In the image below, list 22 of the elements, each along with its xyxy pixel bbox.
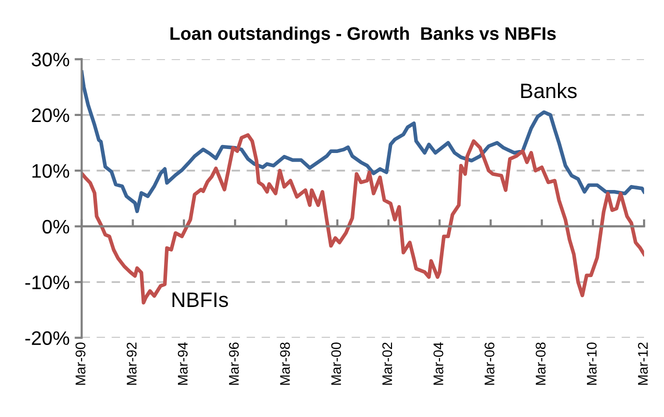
series-label: NBFIs	[172, 292, 228, 308]
x-tick-label: Mar-12	[638, 342, 648, 385]
x-tick-label: Mar-06	[484, 342, 494, 385]
y-tick-label: 10%	[32, 164, 70, 178]
x-tick-label: Mar-96	[228, 342, 239, 385]
y-tick-label: 0%	[42, 220, 70, 234]
x-tick-label: Mar-02	[382, 342, 392, 385]
x-tick-label: Mar-10	[586, 342, 597, 385]
x-tick-label: Mar-00	[331, 342, 342, 385]
x-tick-label: Mar-08	[536, 342, 546, 385]
y-tick-label: -10%	[25, 276, 70, 290]
x-tick-label: Mar-98	[280, 342, 290, 385]
line-series	[82, 70, 644, 214]
x-tick-label: Mar-90	[76, 342, 86, 385]
series-label: Banks	[521, 82, 577, 98]
chart-title: Loan outstandings - Growth Banks vs NBFIs	[170, 26, 556, 44]
y-tick-label: 30%	[32, 52, 70, 66]
x-tick-label: Mar-04	[433, 342, 444, 385]
y-tick-label: 20%	[32, 108, 70, 122]
y-tick-label: -20%	[25, 331, 70, 346]
x-tick-label: Mar-94	[178, 342, 188, 385]
x-tick-label: Mar-92	[126, 342, 137, 385]
